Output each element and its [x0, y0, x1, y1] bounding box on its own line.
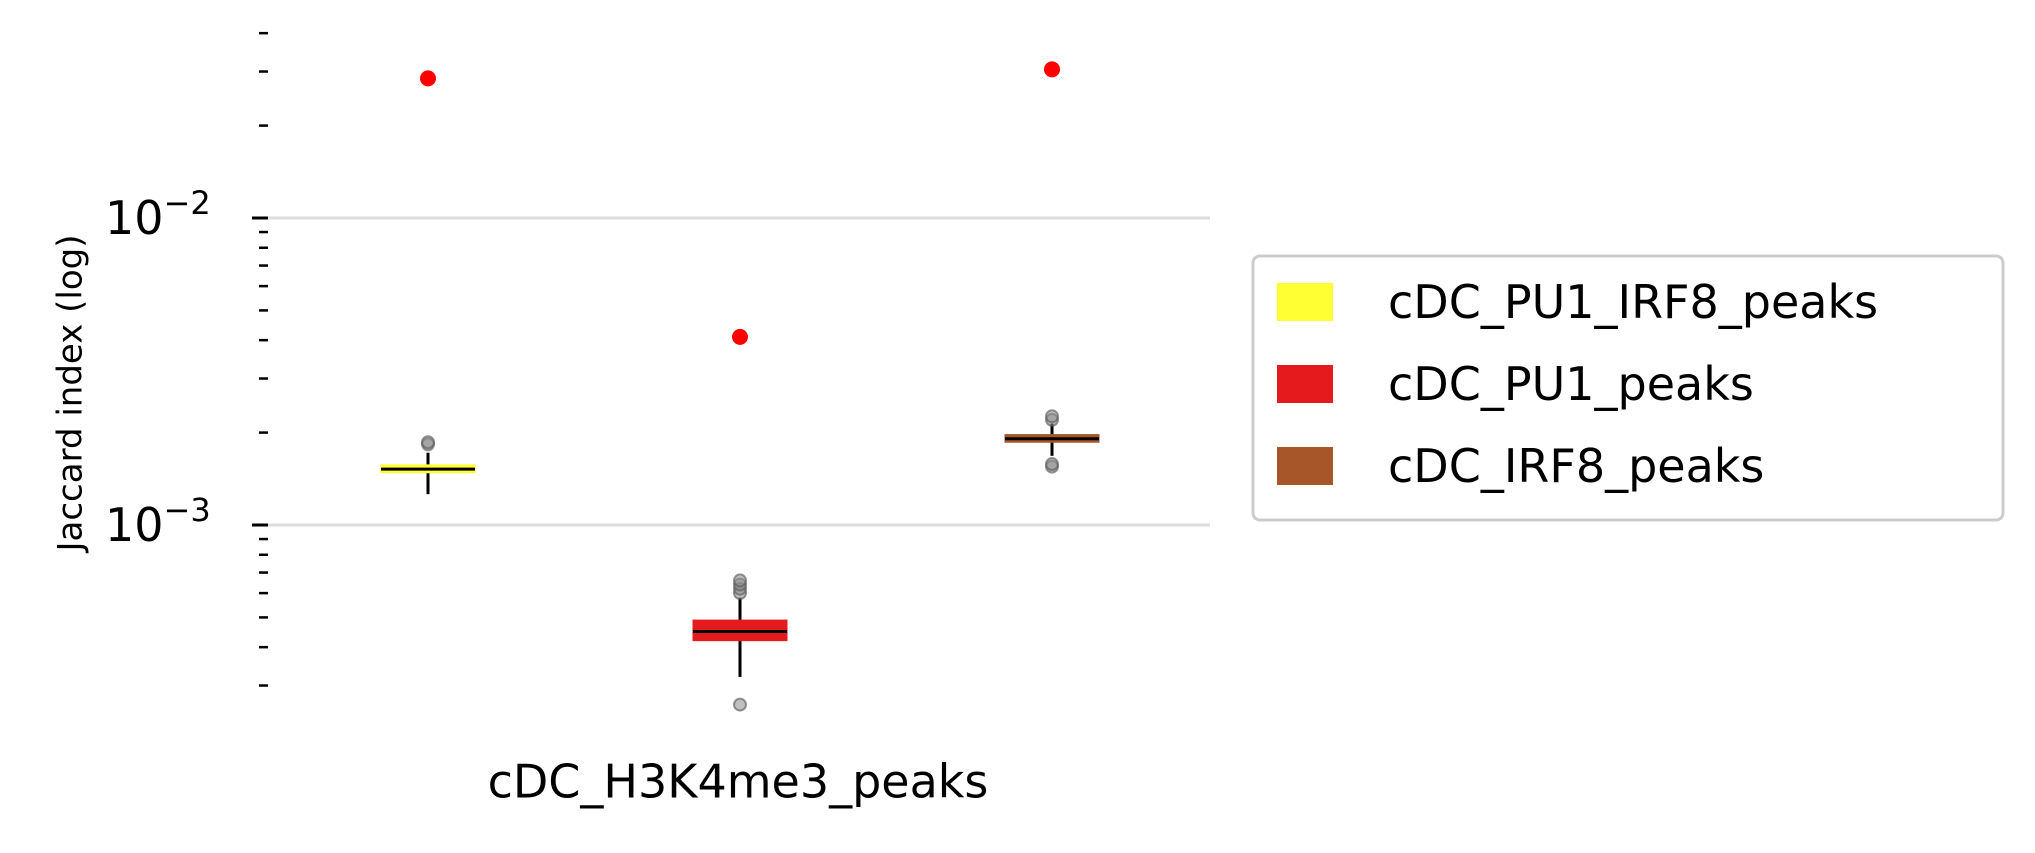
observed-point: [732, 328, 748, 345]
outlier-point: [733, 697, 747, 712]
legend-swatch: [1277, 447, 1333, 485]
grid-lines: [268, 216, 1210, 527]
outlier-point: [421, 435, 435, 450]
observed-point: [1044, 61, 1060, 78]
y-axis: 10−3 10−2: [105, 31, 268, 687]
boxplot-cDC_IRF8_peaks: [1004, 409, 1100, 474]
boxplot-cDC_PU1_IRF8_peaks: [380, 435, 476, 495]
legend-label: cDC_IRF8_peaks: [1388, 439, 1764, 493]
legend: cDC_PU1_IRF8_peaks cDC_PU1_peaks cDC_IRF8_…: [1251, 254, 2005, 522]
y-tick-label: 10−3: [105, 491, 211, 552]
legend-swatch: [1277, 283, 1333, 321]
legend-swatch: [1277, 365, 1333, 403]
observed-point: [420, 70, 436, 87]
y-tick-label: 10−2: [105, 184, 211, 245]
boxplots: [380, 409, 1100, 712]
legend-frame: [1251, 254, 2005, 522]
legend-label: cDC_PU1_IRF8_peaks: [1388, 275, 1878, 329]
outlier-point: [1045, 457, 1059, 472]
boxplot-cDC_PU1_peaks: [692, 573, 788, 712]
x-category-label: cDC_H3K4me3_peaks: [488, 755, 989, 809]
outlier-point: [733, 573, 747, 588]
y-axis-label: Jaccard index (log): [51, 234, 91, 553]
observed-points: [420, 61, 1060, 345]
legend-label: cDC_PU1_peaks: [1388, 357, 1754, 411]
outlier-point: [1045, 409, 1059, 424]
